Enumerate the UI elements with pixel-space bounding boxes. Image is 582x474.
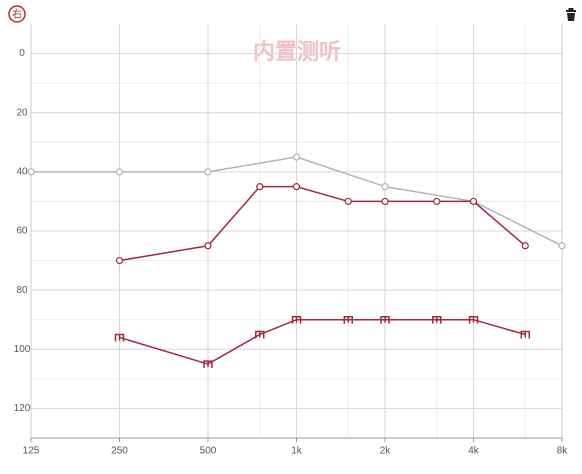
y-tick-label: 80 [16, 285, 28, 296]
point [469, 197, 478, 206]
x-tick-label: 500 [200, 446, 217, 457]
point [381, 197, 389, 206]
x-tick-label: 2k [380, 446, 392, 457]
point [292, 183, 301, 191]
trash-handle[interactable] [568, 8, 574, 10]
point [344, 197, 352, 206]
y-tick-label: 100 [14, 344, 31, 355]
point [115, 168, 124, 176]
point [433, 197, 441, 206]
ear-badge [8, 5, 26, 23]
x-tick-label: 250 [111, 446, 128, 457]
ear-badge-label: 右 [12, 8, 22, 21]
bracket-point [468, 315, 479, 324]
bracket-point [255, 330, 265, 339]
bracket-point [380, 315, 390, 324]
point [521, 242, 529, 250]
y-tick-label: 20 [16, 107, 28, 118]
y-tick-label: 60 [16, 226, 28, 237]
x-tick-label: 4k [468, 446, 480, 457]
bracket-point [343, 315, 354, 324]
point [204, 242, 212, 250]
x-tick-label: 1k [291, 446, 303, 457]
delete-icon[interactable] [566, 8, 576, 21]
x-tick-label: 8k [557, 446, 569, 457]
point [558, 242, 566, 250]
y-tick-label: 40 [16, 166, 28, 177]
bracket-point [203, 360, 213, 369]
bracket-point [432, 315, 442, 324]
point [292, 153, 301, 161]
y-tick-label: 0 [19, 48, 25, 59]
trash-body[interactable] [567, 13, 575, 21]
point [381, 183, 389, 191]
point [115, 256, 124, 265]
point [204, 168, 212, 176]
y-tick-label: 120 [14, 403, 31, 414]
trash-lid[interactable] [566, 10, 576, 12]
bracket-point [520, 330, 531, 339]
x-tick-label: 125 [23, 446, 40, 457]
point [27, 168, 35, 176]
bracket-point [291, 315, 302, 324]
bracket-point [114, 333, 125, 342]
point [256, 183, 264, 191]
